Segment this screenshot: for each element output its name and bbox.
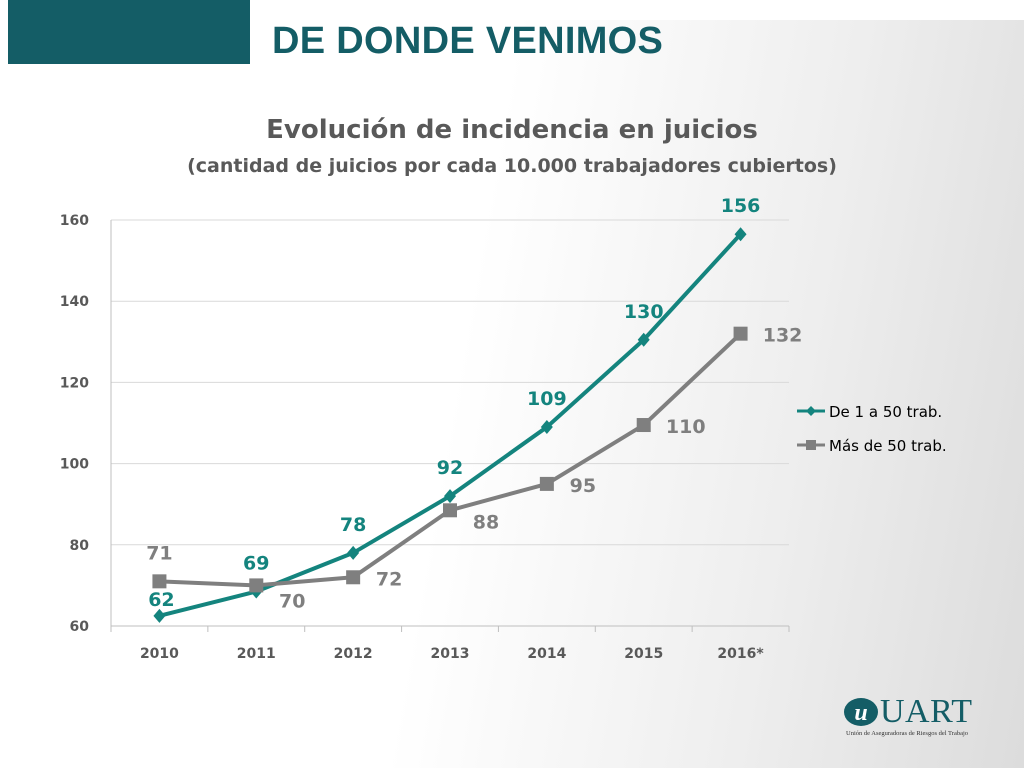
data-label: 109 bbox=[527, 388, 567, 410]
data-point-marker bbox=[443, 503, 457, 518]
data-point-marker bbox=[346, 570, 361, 585]
y-tick-label: 60 bbox=[70, 619, 90, 635]
y-tick-label: 140 bbox=[60, 294, 89, 310]
uart-logo: u UART Unión de Aseguradoras de Riesgos … bbox=[842, 690, 992, 750]
y-tick-label: 120 bbox=[60, 375, 89, 391]
y-tick-label: 100 bbox=[60, 457, 89, 473]
x-tick-label: 2012 bbox=[334, 646, 373, 662]
data-label: 95 bbox=[570, 475, 596, 497]
data-point-marker bbox=[734, 227, 747, 242]
legend-label: Más de 50 trab. bbox=[829, 437, 947, 455]
logo-tagline: Unión de Aseguradoras de Riesgos del Tra… bbox=[846, 730, 969, 737]
data-point-marker bbox=[152, 574, 167, 589]
data-label: 156 bbox=[721, 195, 761, 217]
data-label: 71 bbox=[146, 542, 172, 564]
legend-label: De 1 a 50 trab. bbox=[829, 403, 942, 421]
x-tick-label: 2014 bbox=[527, 646, 566, 662]
data-point-marker bbox=[153, 608, 166, 623]
y-tick-label: 80 bbox=[70, 538, 90, 554]
legend-marker bbox=[806, 440, 816, 450]
data-label: 88 bbox=[473, 511, 499, 533]
data-label: 110 bbox=[666, 416, 706, 438]
data-point-marker bbox=[637, 332, 650, 347]
data-point-marker bbox=[539, 476, 554, 491]
data-label: 62 bbox=[148, 589, 174, 611]
legend-marker bbox=[806, 406, 816, 416]
x-tick-label: 2010 bbox=[140, 646, 179, 662]
top-band bbox=[0, 0, 1024, 20]
data-point-marker bbox=[540, 420, 553, 435]
data-point-marker bbox=[636, 418, 651, 433]
y-tick-label: 160 bbox=[60, 213, 89, 229]
data-label: 69 bbox=[243, 552, 269, 574]
x-tick-label: 2015 bbox=[624, 646, 663, 662]
x-tick-label: 2011 bbox=[237, 646, 276, 662]
data-point-marker bbox=[249, 578, 264, 593]
svg-text:u: u bbox=[854, 700, 867, 726]
uart-logo-icon: u bbox=[844, 698, 878, 726]
slide-title: DE DONDE VENIMOS bbox=[272, 20, 664, 62]
data-label: 132 bbox=[763, 325, 803, 347]
data-label: 78 bbox=[340, 514, 366, 536]
data-point-marker bbox=[733, 326, 748, 341]
data-point-marker bbox=[347, 545, 360, 560]
logo-text: UART bbox=[880, 693, 973, 730]
chart-title: Evolución de incidencia en juicios bbox=[266, 115, 758, 145]
x-tick-label: 2016* bbox=[717, 646, 764, 662]
data-label: 92 bbox=[437, 457, 463, 479]
x-tick-label: 2013 bbox=[431, 646, 470, 662]
chart-subtitle: (cantidad de juicios por cada 10.000 tra… bbox=[187, 155, 837, 177]
data-label: 70 bbox=[279, 590, 305, 612]
data-label: 130 bbox=[624, 301, 664, 323]
data-label: 72 bbox=[376, 568, 402, 590]
header-color-block bbox=[8, 0, 250, 64]
data-point-marker bbox=[444, 489, 456, 504]
